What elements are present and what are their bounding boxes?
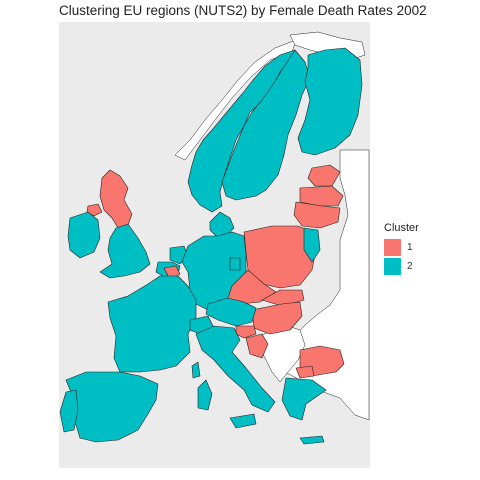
region-poland	[243, 225, 317, 289]
region-denmark	[209, 211, 235, 237]
legend-label-1: 1	[407, 242, 413, 253]
region-croatia	[245, 333, 269, 359]
legend-item-2: 2	[384, 257, 419, 276]
region-spain	[65, 371, 159, 443]
non-eu-land-norway-coast	[174, 39, 297, 161]
region-north-macedonia	[295, 365, 315, 379]
region-italy	[195, 325, 276, 413]
legend-title: Cluster	[384, 222, 419, 234]
legend: Cluster 1 2	[384, 222, 419, 276]
region-scotland	[99, 169, 133, 229]
region-portugal	[59, 389, 79, 433]
legend-key-2	[384, 258, 401, 275]
region-estonia	[307, 164, 341, 187]
region-ireland	[67, 211, 101, 259]
region-norway	[187, 49, 296, 213]
region-france	[107, 275, 197, 373]
region-england-and-wales	[99, 223, 151, 279]
region-austria	[205, 297, 257, 327]
region-hungary	[251, 301, 303, 335]
legend-label-2: 2	[407, 261, 413, 272]
region-berlin	[229, 257, 241, 271]
map-panel	[59, 22, 370, 468]
region-corsica	[191, 361, 201, 379]
region-northern-ireland	[86, 203, 103, 217]
region-lithuania	[293, 201, 341, 229]
region-greece	[281, 377, 327, 421]
region-sardinia	[197, 379, 213, 411]
region-latvia	[299, 185, 344, 207]
region-finland	[297, 47, 363, 156]
legend-key-1	[384, 239, 401, 256]
region-crete	[299, 435, 325, 445]
legend-item-1: 1	[384, 238, 419, 257]
region-sicily	[229, 413, 257, 429]
region-poland-east	[303, 227, 321, 263]
region-sweden	[221, 49, 311, 201]
map-svg	[59, 31, 370, 445]
chart-title: Clustering EU regions (NUTS2) by Female …	[59, 3, 427, 18]
